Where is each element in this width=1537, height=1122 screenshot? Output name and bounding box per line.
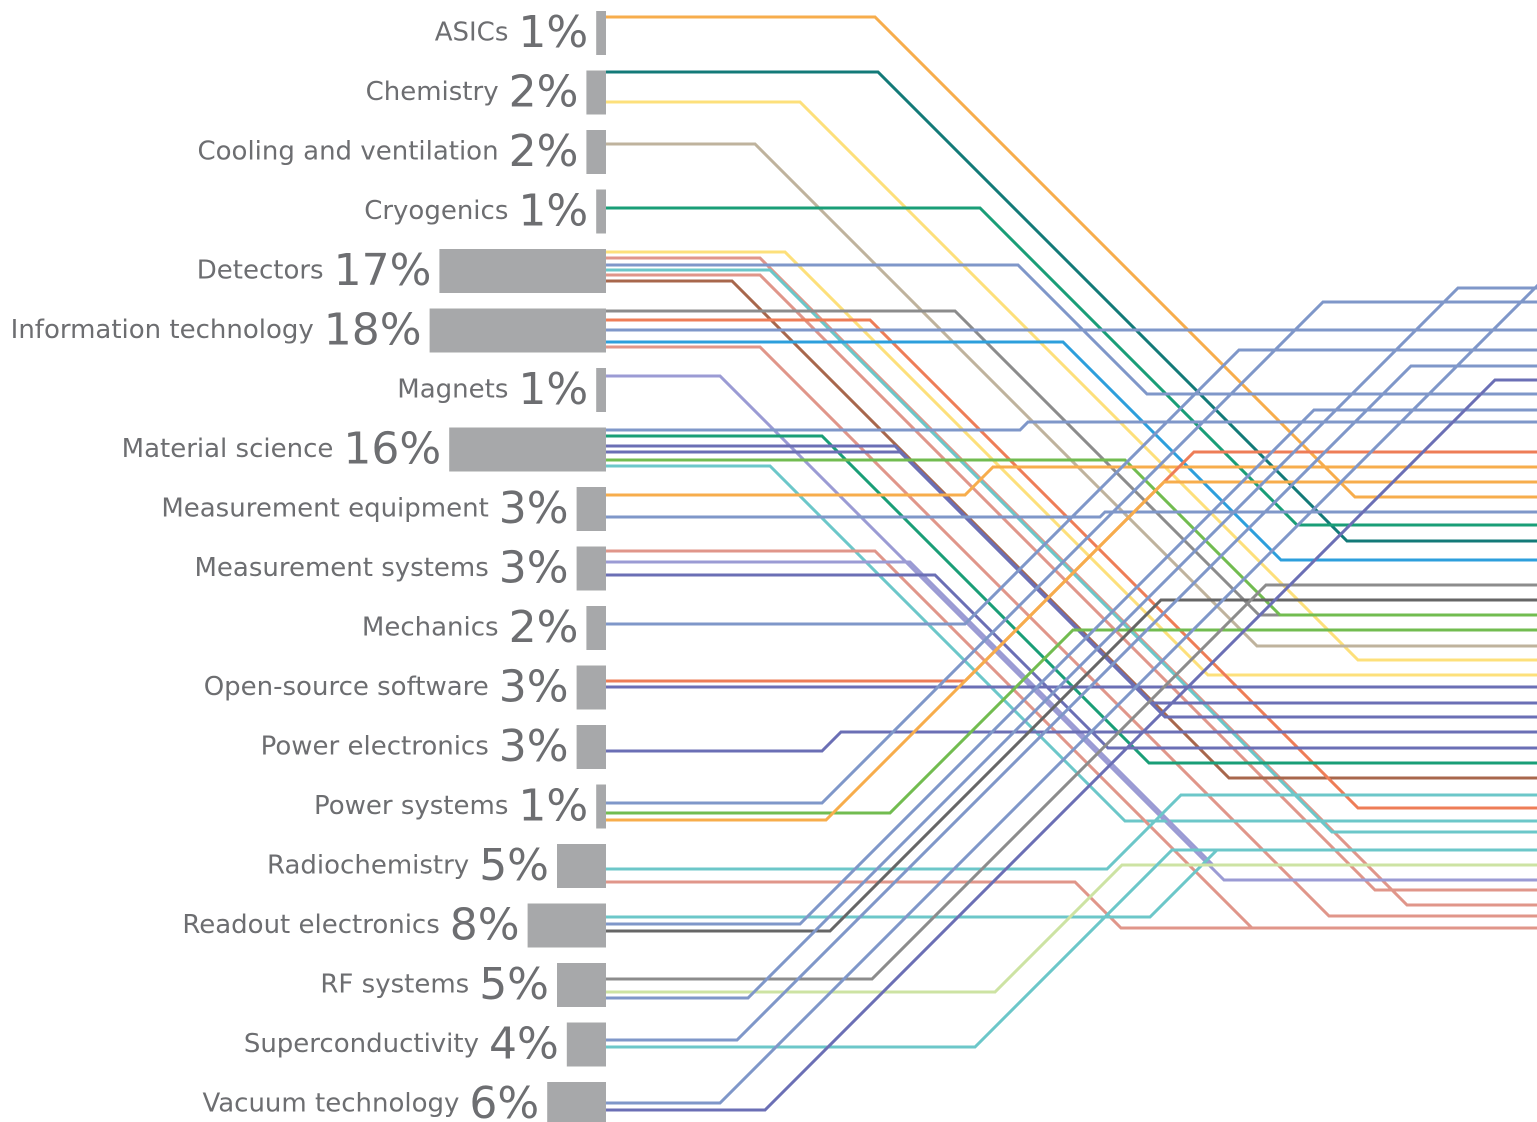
bar <box>547 1082 606 1122</box>
connection-line <box>606 206 1537 527</box>
bar <box>527 903 606 948</box>
connection-line <box>606 100 1537 662</box>
connection-line <box>606 510 1537 519</box>
connection-line <box>606 464 1537 823</box>
connection-line <box>606 15 1537 499</box>
value-label: 3% <box>499 483 569 534</box>
category-label: Cooling and ventilation <box>197 137 498 167</box>
connection-line <box>606 378 1537 1112</box>
category-label: Vacuum technology <box>202 1089 459 1119</box>
bar <box>586 130 606 174</box>
bar <box>596 368 606 412</box>
value-label: 2% <box>509 602 579 653</box>
bar <box>576 487 606 531</box>
connection-line <box>606 583 1537 981</box>
bar <box>596 189 606 234</box>
category-label: Power electronics <box>261 732 489 762</box>
connection-line <box>606 142 1537 648</box>
category-label: Mechanics <box>362 613 499 643</box>
value-label: 3% <box>499 662 569 713</box>
connection-line <box>606 300 1537 805</box>
connection-line <box>606 364 1537 1042</box>
category-label: Readout electronics <box>182 910 439 940</box>
category-label: Chemistry <box>366 77 499 107</box>
connection-line <box>606 450 1537 719</box>
category-label: Radiochemistry <box>267 851 469 881</box>
bar <box>557 963 606 1007</box>
value-label: 4% <box>489 1019 559 1070</box>
value-label: 1% <box>518 186 588 237</box>
connection-line <box>606 598 1537 933</box>
connection-line <box>606 420 1537 432</box>
value-label: 3% <box>499 721 569 772</box>
value-label: 8% <box>450 900 520 951</box>
category-label: ASICs <box>435 18 509 48</box>
bar <box>429 308 606 353</box>
connection-line <box>606 270 1537 1105</box>
value-label: 1% <box>518 364 588 415</box>
connection-line <box>606 458 1537 617</box>
category-label: Superconductivity <box>244 1029 479 1059</box>
category-label: Material science <box>122 434 334 464</box>
connection-line <box>606 863 1537 994</box>
category-label: Measurement systems <box>194 553 488 583</box>
category-label: Magnets <box>397 375 508 405</box>
category-label: Measurement equipment <box>161 494 488 524</box>
connection-lines <box>606 15 1537 1112</box>
connection-line <box>606 345 1537 918</box>
bar <box>566 1022 606 1067</box>
bar <box>586 606 606 650</box>
bar <box>449 427 606 472</box>
connection-line <box>606 573 1537 750</box>
category-label: Cryogenics <box>364 196 508 226</box>
bar <box>576 546 606 591</box>
value-label: 2% <box>509 126 579 177</box>
bar <box>586 70 606 115</box>
value-label: 2% <box>509 67 579 118</box>
connection-line <box>606 465 1537 497</box>
category-label: Information technology <box>11 315 314 345</box>
connection-line <box>606 348 1537 626</box>
bar <box>576 725 606 769</box>
bar <box>596 784 606 829</box>
bar <box>576 665 606 710</box>
category-label: Open-source software <box>204 672 489 702</box>
connection-line <box>606 408 1537 926</box>
connection-line <box>606 848 1537 1049</box>
connection-line <box>606 318 1537 810</box>
value-label: 3% <box>499 543 569 594</box>
value-label: 1% <box>518 7 588 58</box>
value-label: 17% <box>334 245 432 296</box>
category-label: Detectors <box>197 256 324 286</box>
connection-line <box>606 250 1537 677</box>
connection-line <box>606 434 1537 765</box>
connection-line <box>606 268 1537 834</box>
value-label: 18% <box>324 305 422 356</box>
bar <box>596 11 606 55</box>
connection-line <box>606 374 1537 882</box>
category-label: Power systems <box>314 791 508 821</box>
connection-line <box>606 70 1537 543</box>
value-label: 16% <box>343 424 441 475</box>
bar <box>557 844 606 888</box>
connection-line <box>606 628 1537 815</box>
category-label: RF systems <box>320 970 469 1000</box>
value-label: 6% <box>469 1078 539 1122</box>
value-label: 5% <box>479 840 549 891</box>
connection-line <box>606 549 1537 930</box>
value-label: 5% <box>479 959 549 1010</box>
connection-line <box>606 480 1537 822</box>
value-label: 1% <box>518 781 588 832</box>
bar <box>439 249 606 293</box>
connection-line <box>606 273 1537 892</box>
connection-line <box>606 730 1537 753</box>
connection-line <box>606 286 1537 1000</box>
